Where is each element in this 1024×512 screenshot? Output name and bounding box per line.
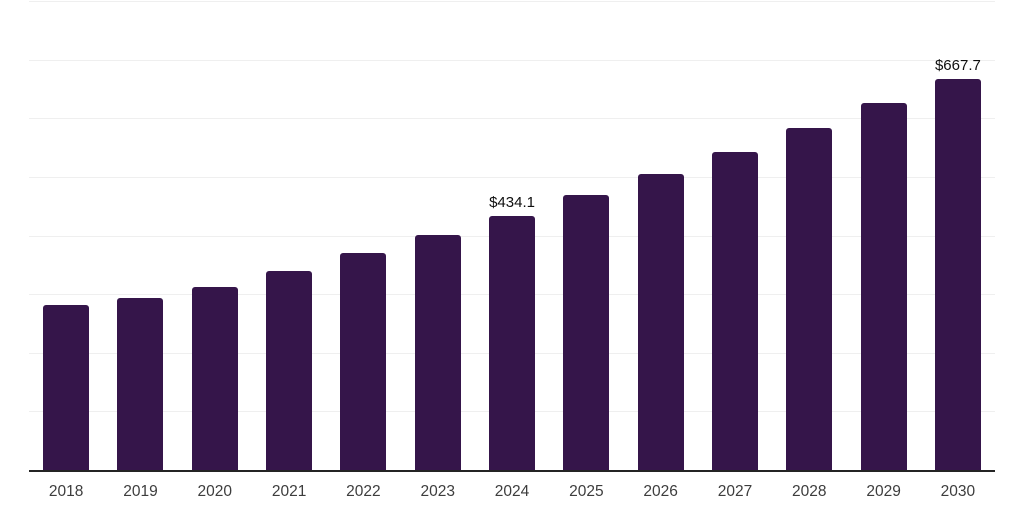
x-tick-2029: 2029 (866, 483, 901, 500)
bars: $434.1 $667.7 (29, 1, 995, 470)
x-tick-2019: 2019 (123, 483, 158, 500)
x-tick-2026: 2026 (643, 483, 678, 500)
bar-slot-2030: $667.7 (921, 1, 995, 470)
bar-2020 (191, 287, 238, 470)
bar-value-label-2024: $434.1 (489, 193, 535, 211)
x-axis-labels: 2018 2019 2020 2021 2022 2023 2024 2025 2026 2027… (29, 483, 995, 501)
x-tick-2025: 2025 (569, 483, 604, 500)
x-tick-2030: 2030 (940, 483, 976, 500)
x-tick-2027: 2027 (717, 483, 753, 500)
x-tick-2020: 2020 (197, 483, 233, 500)
gridline-500 (29, 176, 995, 178)
x-tick-2021: 2021 (271, 483, 307, 500)
x-tick-2023: 2023 (420, 483, 455, 500)
bar-slot-2021 (252, 1, 326, 470)
x-tick-2024: 2024 (494, 483, 530, 500)
bar-2025 (563, 195, 610, 470)
bar-slot-2024: $434.1 (475, 1, 549, 470)
plot-area: $434.1 $667.7 (29, 1, 995, 472)
bar-slot-2026 (624, 1, 698, 470)
bar-slot-2029 (846, 1, 920, 470)
bar-slot-2019 (103, 1, 177, 470)
x-tick-2018: 2018 (48, 483, 84, 500)
bar-2028 (786, 127, 833, 470)
bar-2021 (266, 270, 313, 470)
bar-slot-2018 (29, 1, 103, 470)
x-tick-2028: 2028 (792, 483, 827, 500)
bar-2023 (414, 234, 461, 470)
gridline-800 (29, 1, 995, 2)
bar-slot-2023 (401, 1, 475, 470)
bar-2018 (43, 304, 90, 470)
bar-2026 (637, 173, 684, 470)
bar-2029 (860, 103, 907, 470)
bar-slot-2022 (326, 1, 400, 470)
bar-slot-2028 (772, 1, 846, 470)
bar-2027 (711, 151, 758, 470)
bar-value-label-2030: $667.7 (934, 56, 981, 74)
x-tick-2022: 2022 (346, 483, 381, 500)
bar-2030 (934, 78, 981, 470)
bar-slot-2027 (698, 1, 772, 470)
bar-2022 (340, 253, 387, 470)
bar-slot-2020 (178, 1, 252, 470)
gridline-600 (29, 118, 995, 120)
bar-2019 (117, 297, 164, 470)
bar-2024 (489, 215, 536, 470)
gridline-700 (29, 59, 995, 61)
bar-slot-2025 (549, 1, 623, 470)
